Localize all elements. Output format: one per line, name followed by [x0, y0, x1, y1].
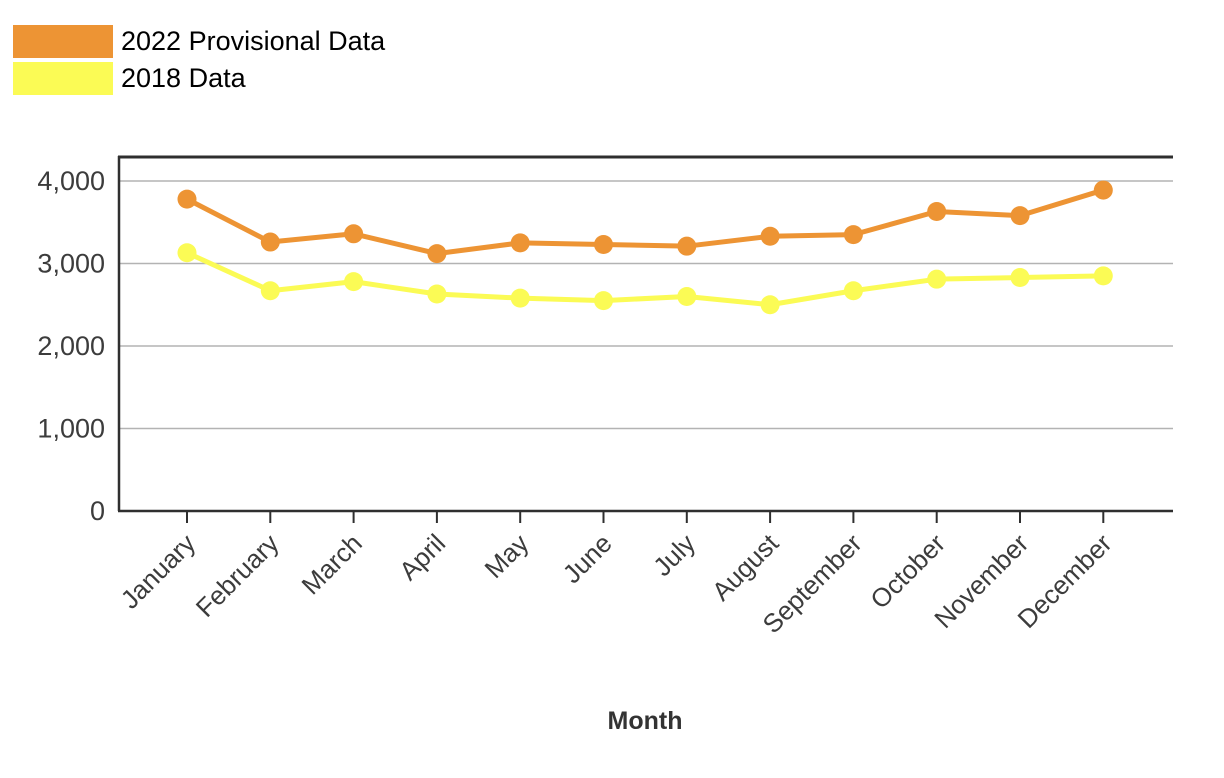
y-axis-tick-label: 4,000 — [37, 166, 105, 196]
data-point-2018 — [427, 284, 447, 304]
data-point-2022 — [344, 224, 364, 244]
data-point-2022 — [260, 232, 280, 252]
x-axis-tick-label: June — [557, 528, 618, 589]
data-point-2018 — [260, 281, 280, 301]
data-point-2018 — [843, 281, 863, 301]
data-point-2022 — [510, 233, 530, 253]
legend-swatch-2018-icon — [13, 62, 113, 95]
data-point-2018 — [927, 269, 947, 289]
data-point-2018 — [594, 291, 613, 311]
legend-label-2018: 2018 Data — [121, 63, 246, 93]
legend-swatch-2022-icon — [13, 25, 113, 58]
x-axis-tick-label: February — [190, 528, 285, 623]
legend: 2022 Provisional Data 2018 Data — [13, 25, 385, 95]
x-axis-tick-label: March — [296, 528, 368, 600]
x-axis-tick-label: May — [478, 528, 534, 584]
x-axis-tick-label: April — [393, 528, 451, 586]
data-point-2022 — [1010, 206, 1030, 226]
data-point-2022 — [594, 235, 613, 255]
x-axis-tick-label: July — [647, 528, 701, 582]
data-point-2022 — [427, 244, 447, 264]
series-line-2018 — [185, 250, 1104, 308]
series-line-2022 — [185, 187, 1105, 257]
x-axis-title: Month — [608, 707, 683, 735]
data-point-2022 — [760, 226, 780, 246]
legend-item-2022: 2022 Provisional Data — [13, 25, 385, 58]
y-axis-tick-label: 0 — [90, 496, 105, 526]
data-point-2018 — [344, 272, 364, 292]
data-point-2018 — [677, 287, 697, 306]
data-point-2018 — [760, 295, 780, 315]
x-axis-tick-label: January — [115, 528, 202, 615]
data-point-2018 — [1093, 266, 1113, 286]
legend-item-2018: 2018 Data — [13, 62, 385, 95]
y-axis-tick-label: 2,000 — [37, 331, 105, 361]
data-point-2018 — [177, 243, 197, 263]
data-point-2018 — [1010, 268, 1030, 288]
data-point-2022 — [927, 202, 947, 222]
x-axis-tick-label: August — [706, 527, 785, 606]
data-point-2022 — [1093, 180, 1113, 200]
data-point-2022 — [677, 236, 697, 256]
data-point-2022 — [843, 225, 863, 245]
data-point-2018 — [510, 288, 530, 308]
legend-label-2022: 2022 Provisional Data — [121, 26, 386, 56]
y-axis-tick-label: 1,000 — [37, 414, 105, 444]
data-point-2022 — [177, 189, 197, 209]
y-axis-tick-label: 3,000 — [37, 249, 105, 279]
